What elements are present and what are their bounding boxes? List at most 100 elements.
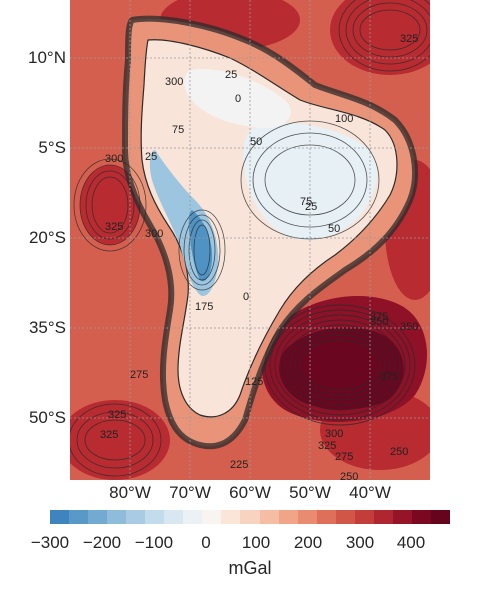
- contour-line: [178, 209, 226, 291]
- contour-label: 350: [400, 321, 418, 333]
- contour-line: [70, 403, 162, 477]
- contour-label: 125: [245, 376, 263, 388]
- contour-label: 0: [235, 93, 241, 105]
- colorbar-swatch: [335, 510, 355, 524]
- lon-label-70W: 70°W: [169, 483, 211, 502]
- contour-label: 325: [400, 33, 418, 45]
- lat-label-35S: 35°S: [28, 318, 66, 337]
- lat-label-50S: 50°S: [28, 408, 66, 427]
- contour-line: [279, 319, 401, 411]
- colorbar-swatch: [183, 510, 203, 524]
- contour-label: 300: [145, 228, 163, 240]
- contour-label: 25: [305, 201, 317, 213]
- contour-line: [84, 419, 146, 461]
- ocean-high-ne: [330, 0, 430, 75]
- colorbar-swatch: [107, 510, 127, 524]
- colorbar-swatch: [373, 510, 393, 524]
- contour-line: [284, 324, 396, 406]
- colorbar-swatch: [430, 510, 450, 524]
- colorbar-tick-label: −200: [82, 533, 122, 552]
- contour-label: 325: [105, 221, 123, 233]
- contour-line: [76, 411, 154, 469]
- lon-label-40W: 40°W: [349, 483, 391, 502]
- contour-line: [183, 214, 221, 286]
- lat-label-20S: 20°S: [28, 228, 66, 247]
- ocean-high-w: [80, 165, 140, 245]
- colorbar-swatch: [88, 510, 108, 524]
- lon-label-50W: 50°W: [289, 483, 331, 502]
- contour-label: 350: [370, 316, 388, 328]
- map-layers: 2502550751002550075125175275300325350375…: [70, 0, 430, 480]
- contour-label: 50: [328, 223, 340, 235]
- andes-low: [188, 210, 213, 282]
- contour-line: [299, 339, 381, 391]
- contour-label: 75: [300, 196, 312, 208]
- gravity-map-svg: 2502550751002550075125175275300325350375…: [70, 0, 430, 480]
- colorbar-tick-label: 0: [201, 533, 211, 552]
- colorbar-swatch: [164, 510, 184, 524]
- colorbar-swatch: [221, 510, 241, 524]
- contour-label: 275: [335, 451, 353, 463]
- contour-label: 25: [145, 151, 157, 163]
- contour-label: 75: [172, 124, 184, 136]
- contour-label: 375: [370, 311, 388, 323]
- colorbar: [50, 510, 450, 524]
- colorbar-tick-label: 100: [241, 533, 271, 552]
- gravity-map: 25 0 25 50 75 100 25 50 0 75 125 175 275 300 325 350 375…: [70, 0, 430, 480]
- contour-line: [269, 309, 411, 421]
- contour-label: 0: [243, 291, 249, 303]
- contour-label: 375: [380, 371, 398, 383]
- lat-label-10N: 10°N: [28, 48, 66, 67]
- northern-highlands: [184, 69, 291, 129]
- colorbar-swatch: [50, 510, 70, 524]
- contour-line: [73, 158, 147, 252]
- colorbar-swatch: [297, 510, 317, 524]
- colorbar-tick-label: −100: [134, 533, 174, 552]
- colorbar-swatch: [126, 510, 146, 524]
- colorbar-swatch: [259, 510, 279, 524]
- contour-label: 50: [250, 136, 262, 148]
- contour-line: [188, 219, 216, 281]
- colorbar-swatch: [411, 510, 431, 524]
- colorbar-tick-label: 300: [345, 533, 375, 552]
- contour-label: 300: [325, 428, 343, 440]
- colorbar-swatch: [278, 510, 298, 524]
- colorbar-swatch: [240, 510, 260, 524]
- contour-label: 250: [390, 446, 408, 458]
- contour-label: 175: [195, 301, 213, 313]
- colorbar-swatch: [392, 510, 412, 524]
- contour-line: [91, 176, 129, 234]
- lon-label-60W: 60°W: [229, 483, 271, 502]
- ocean-high-sw: [70, 400, 170, 480]
- contour-line: [359, 9, 421, 51]
- colorbar-swatch: [69, 510, 89, 524]
- contour-label: 300: [105, 153, 123, 165]
- colorbar-swatch: [145, 510, 165, 524]
- colorbar-tick-label: 400: [396, 533, 426, 552]
- contour-line: [294, 334, 386, 396]
- contour-line: [274, 314, 406, 416]
- contour-label: 100: [335, 113, 353, 125]
- contour-line: [352, 2, 428, 58]
- graticule: [70, 0, 430, 480]
- lat-label-5S: 5°S: [38, 138, 66, 157]
- contour-label: 275: [130, 369, 148, 381]
- contour-label: 325: [100, 429, 118, 441]
- contour-line: [85, 170, 135, 240]
- contour-label: 25: [225, 69, 237, 81]
- contour-label: 300: [165, 76, 183, 88]
- colorbar-tick-label: −300: [30, 533, 70, 552]
- lon-label-80W: 80°W: [109, 483, 151, 502]
- contour-line: [193, 224, 211, 276]
- contour-label: 225: [230, 459, 248, 471]
- colorbar-tick-label: 200: [293, 533, 323, 552]
- contour-lines: [70, 0, 430, 477]
- contour-label: 325: [108, 409, 126, 421]
- contour-line: [264, 304, 416, 426]
- contour-label: 250: [340, 471, 358, 480]
- contour-line: [79, 164, 141, 246]
- contour-line: [345, 0, 430, 65]
- colorbar-swatch: [316, 510, 336, 524]
- contour-labels: 2502550751002550075125175275300325350375…: [100, 33, 418, 480]
- colorbar-unit-label: mGal: [228, 558, 272, 578]
